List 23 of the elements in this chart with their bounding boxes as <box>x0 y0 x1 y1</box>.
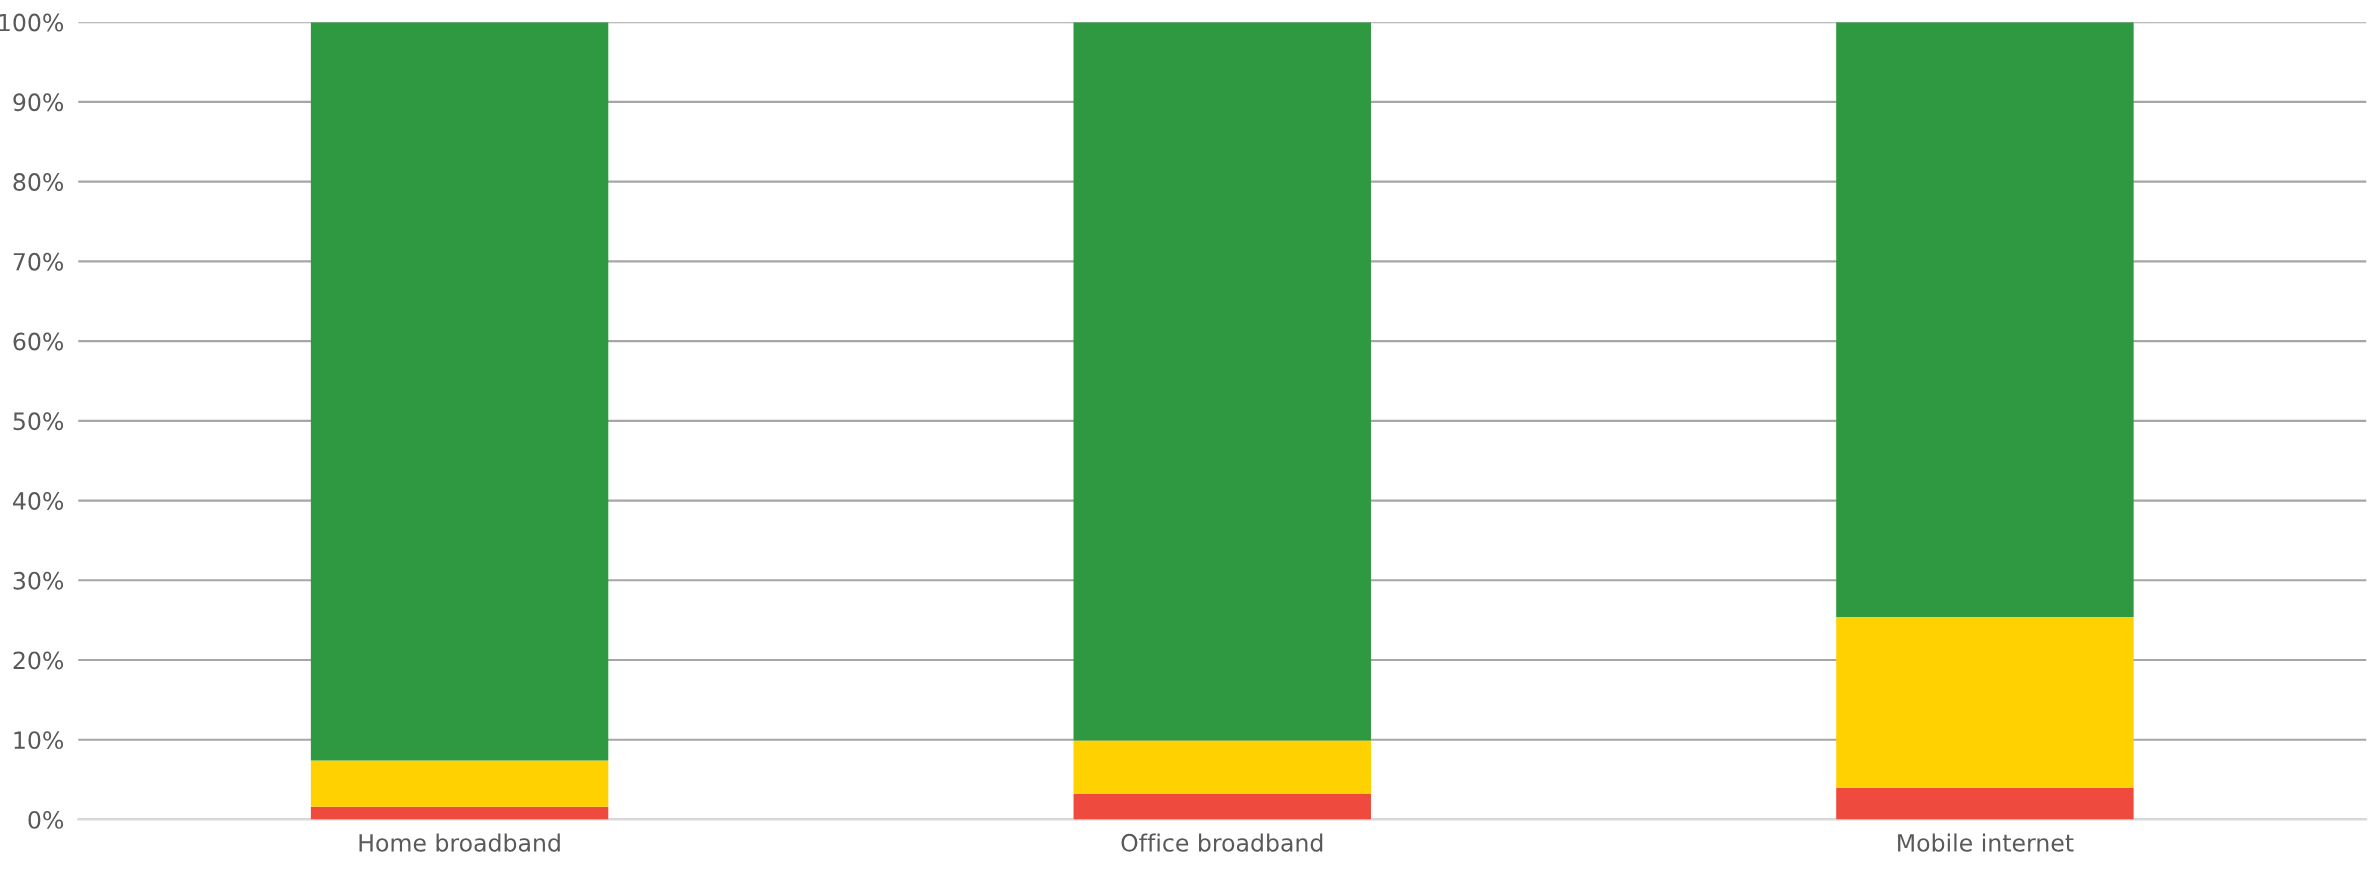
bar <box>1073 22 1371 741</box>
y-tick-label: 60% <box>13 332 64 351</box>
y-tick-label: 30% <box>13 571 64 590</box>
x-tick-label: Mobile internet <box>1898 833 2074 852</box>
y-tick-label: 100% <box>0 13 64 32</box>
y-tick-label: 0% <box>28 811 64 829</box>
x-tick-label: Home broadband <box>359 833 560 852</box>
bar <box>310 760 609 807</box>
bar <box>310 806 609 820</box>
y-tick-label: 80% <box>13 173 64 191</box>
y-tick-label: 40% <box>13 492 64 510</box>
y-tick-label: 50% <box>13 412 64 431</box>
y-tick-label: 20% <box>13 651 64 670</box>
x-tick-label: Office broadband <box>1121 833 1323 852</box>
bar <box>1073 740 1371 795</box>
bar <box>1073 794 1371 820</box>
bar <box>1836 22 2134 618</box>
y-tick-label: 10% <box>14 731 64 750</box>
bar <box>1836 787 2134 820</box>
y-tick-label: 90% <box>13 93 64 112</box>
bar <box>1836 617 2134 788</box>
y-tick-label: 70% <box>13 252 64 271</box>
bar <box>310 22 609 761</box>
